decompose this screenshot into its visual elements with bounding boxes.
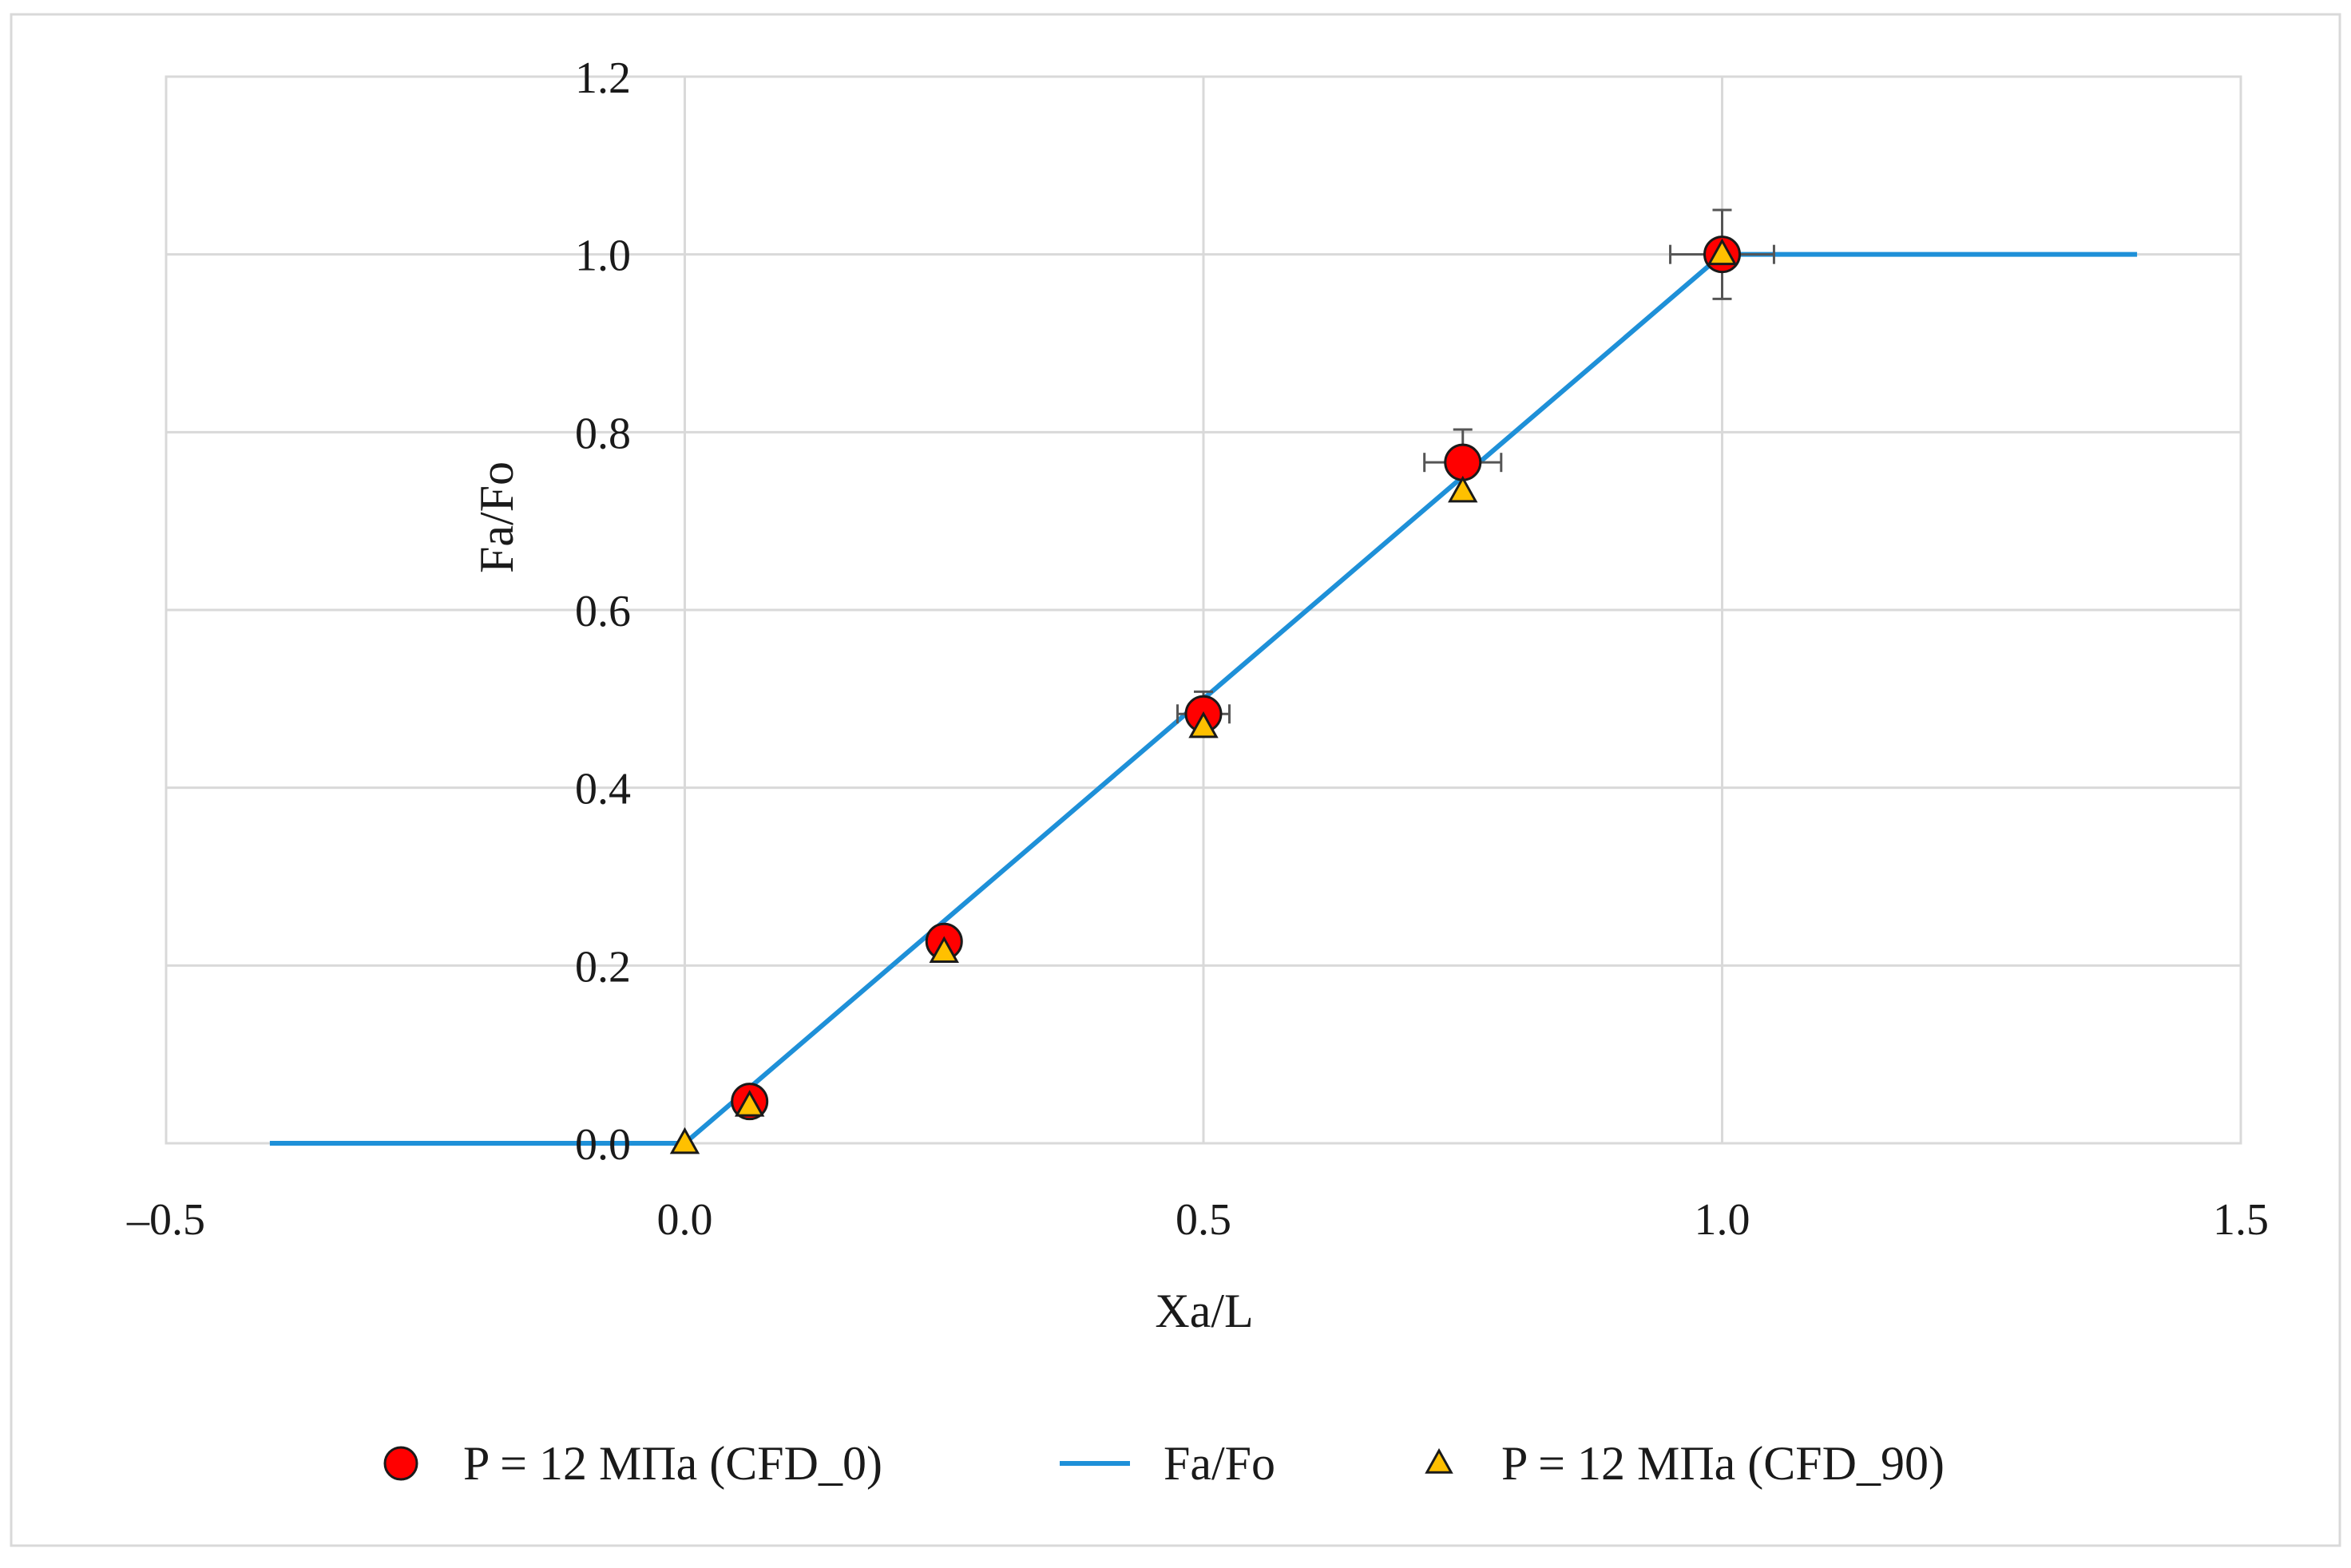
x-tick-label: 0.5 bbox=[1176, 1195, 1231, 1245]
legend-item-cfd-90: P = 12 МПа (CFD_90) bbox=[1501, 1437, 1945, 1490]
data-point-cfd-0 bbox=[1444, 443, 1482, 481]
markers bbox=[669, 236, 1741, 1154]
data-point-cfd-90 bbox=[1448, 475, 1478, 503]
data-point-cfd-90 bbox=[669, 1127, 700, 1154]
legend-swatch-circle bbox=[383, 1446, 418, 1481]
y-tick-label: 0.0 bbox=[575, 1120, 631, 1170]
legend-item-fa-fo: Fa/Fo bbox=[1164, 1437, 1275, 1490]
legend-swatch-triangle bbox=[1425, 1447, 1453, 1474]
y-tick-label: 1.2 bbox=[575, 53, 631, 103]
y-tick-label: 0.8 bbox=[575, 409, 631, 458]
data-point-cfd-90 bbox=[929, 936, 959, 964]
x-axis-title: Xa/L bbox=[1155, 1285, 1253, 1337]
y-axis-title: Fa/Fo bbox=[470, 461, 523, 573]
x-tick-label: 1.5 bbox=[2213, 1195, 2269, 1245]
data-point-cfd-90 bbox=[1707, 238, 1738, 266]
y-tick-label: 0.2 bbox=[575, 942, 631, 992]
x-tick-label: 1.0 bbox=[1695, 1195, 1750, 1245]
grid bbox=[165, 75, 2242, 1145]
data-point-cfd-90 bbox=[1188, 711, 1219, 738]
y-tick-label: 0.6 bbox=[575, 587, 631, 636]
y-tick-label: 1.0 bbox=[575, 232, 631, 281]
y-tick-label: 0.4 bbox=[575, 765, 631, 814]
legend: P = 12 МПа (CFD_0) Fa/Fo P = 12 МПа (CFD_9… bbox=[383, 1437, 1945, 1490]
chart-border bbox=[10, 13, 2341, 1547]
legend-item-cfd-0: P = 12 МПа (CFD_0) bbox=[463, 1437, 882, 1490]
x-tick-label: 0.0 bbox=[657, 1195, 713, 1245]
x-tick-label: –0.5 bbox=[126, 1195, 205, 1245]
data-point-cfd-90 bbox=[734, 1090, 765, 1117]
axes: 0.0 0.2 0.4 0.6 0.8 1.0 1.2 –0.5 0.0 0.5 1.0 1.5 Xa/… bbox=[126, 53, 2269, 1337]
